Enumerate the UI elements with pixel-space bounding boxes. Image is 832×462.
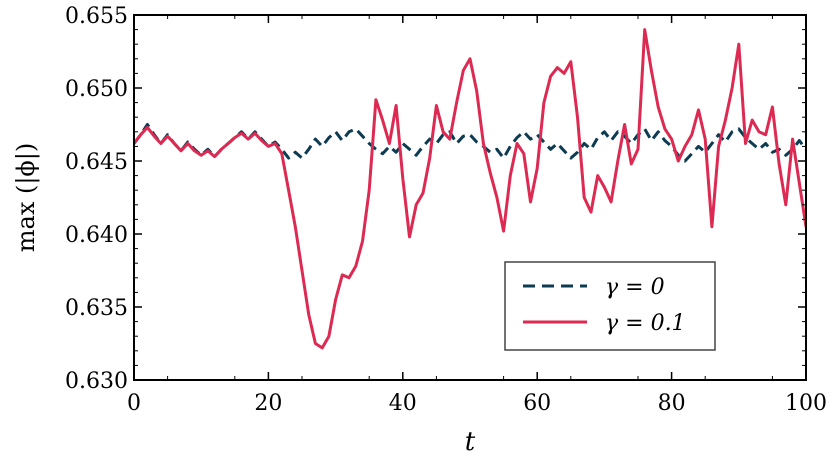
x-tick-label: 40 <box>389 391 417 416</box>
series-line-1 <box>134 28 806 350</box>
axes-frame <box>133 14 807 381</box>
x-tick-label: 20 <box>254 391 282 416</box>
y-tick-label: 0.645 <box>65 150 128 175</box>
legend-label-1: γ = 0.1 <box>605 311 686 336</box>
x-tick-label: 60 <box>523 391 551 416</box>
x-tick-label: 80 <box>658 391 686 416</box>
legend-box <box>504 261 716 351</box>
y-tick-label: 0.650 <box>65 77 128 102</box>
y-axis-label: max (|ϕ|) <box>12 143 41 253</box>
x-axis-label: t <box>465 427 476 457</box>
x-tick-label: 100 <box>785 391 827 416</box>
y-tick-label: 0.640 <box>65 223 128 248</box>
legend-label-0: γ = 0 <box>605 275 665 300</box>
y-tick-label: 0.655 <box>65 4 128 29</box>
plot-area: 0 20 40 60 80 100 0.630 0.635 0.640 0.645 0.650 0.6… <box>12 4 827 457</box>
y-tick-label: 0.630 <box>65 369 128 394</box>
y-tick-label: 0.635 <box>65 296 128 321</box>
x-tick-label: 0 <box>127 391 141 416</box>
